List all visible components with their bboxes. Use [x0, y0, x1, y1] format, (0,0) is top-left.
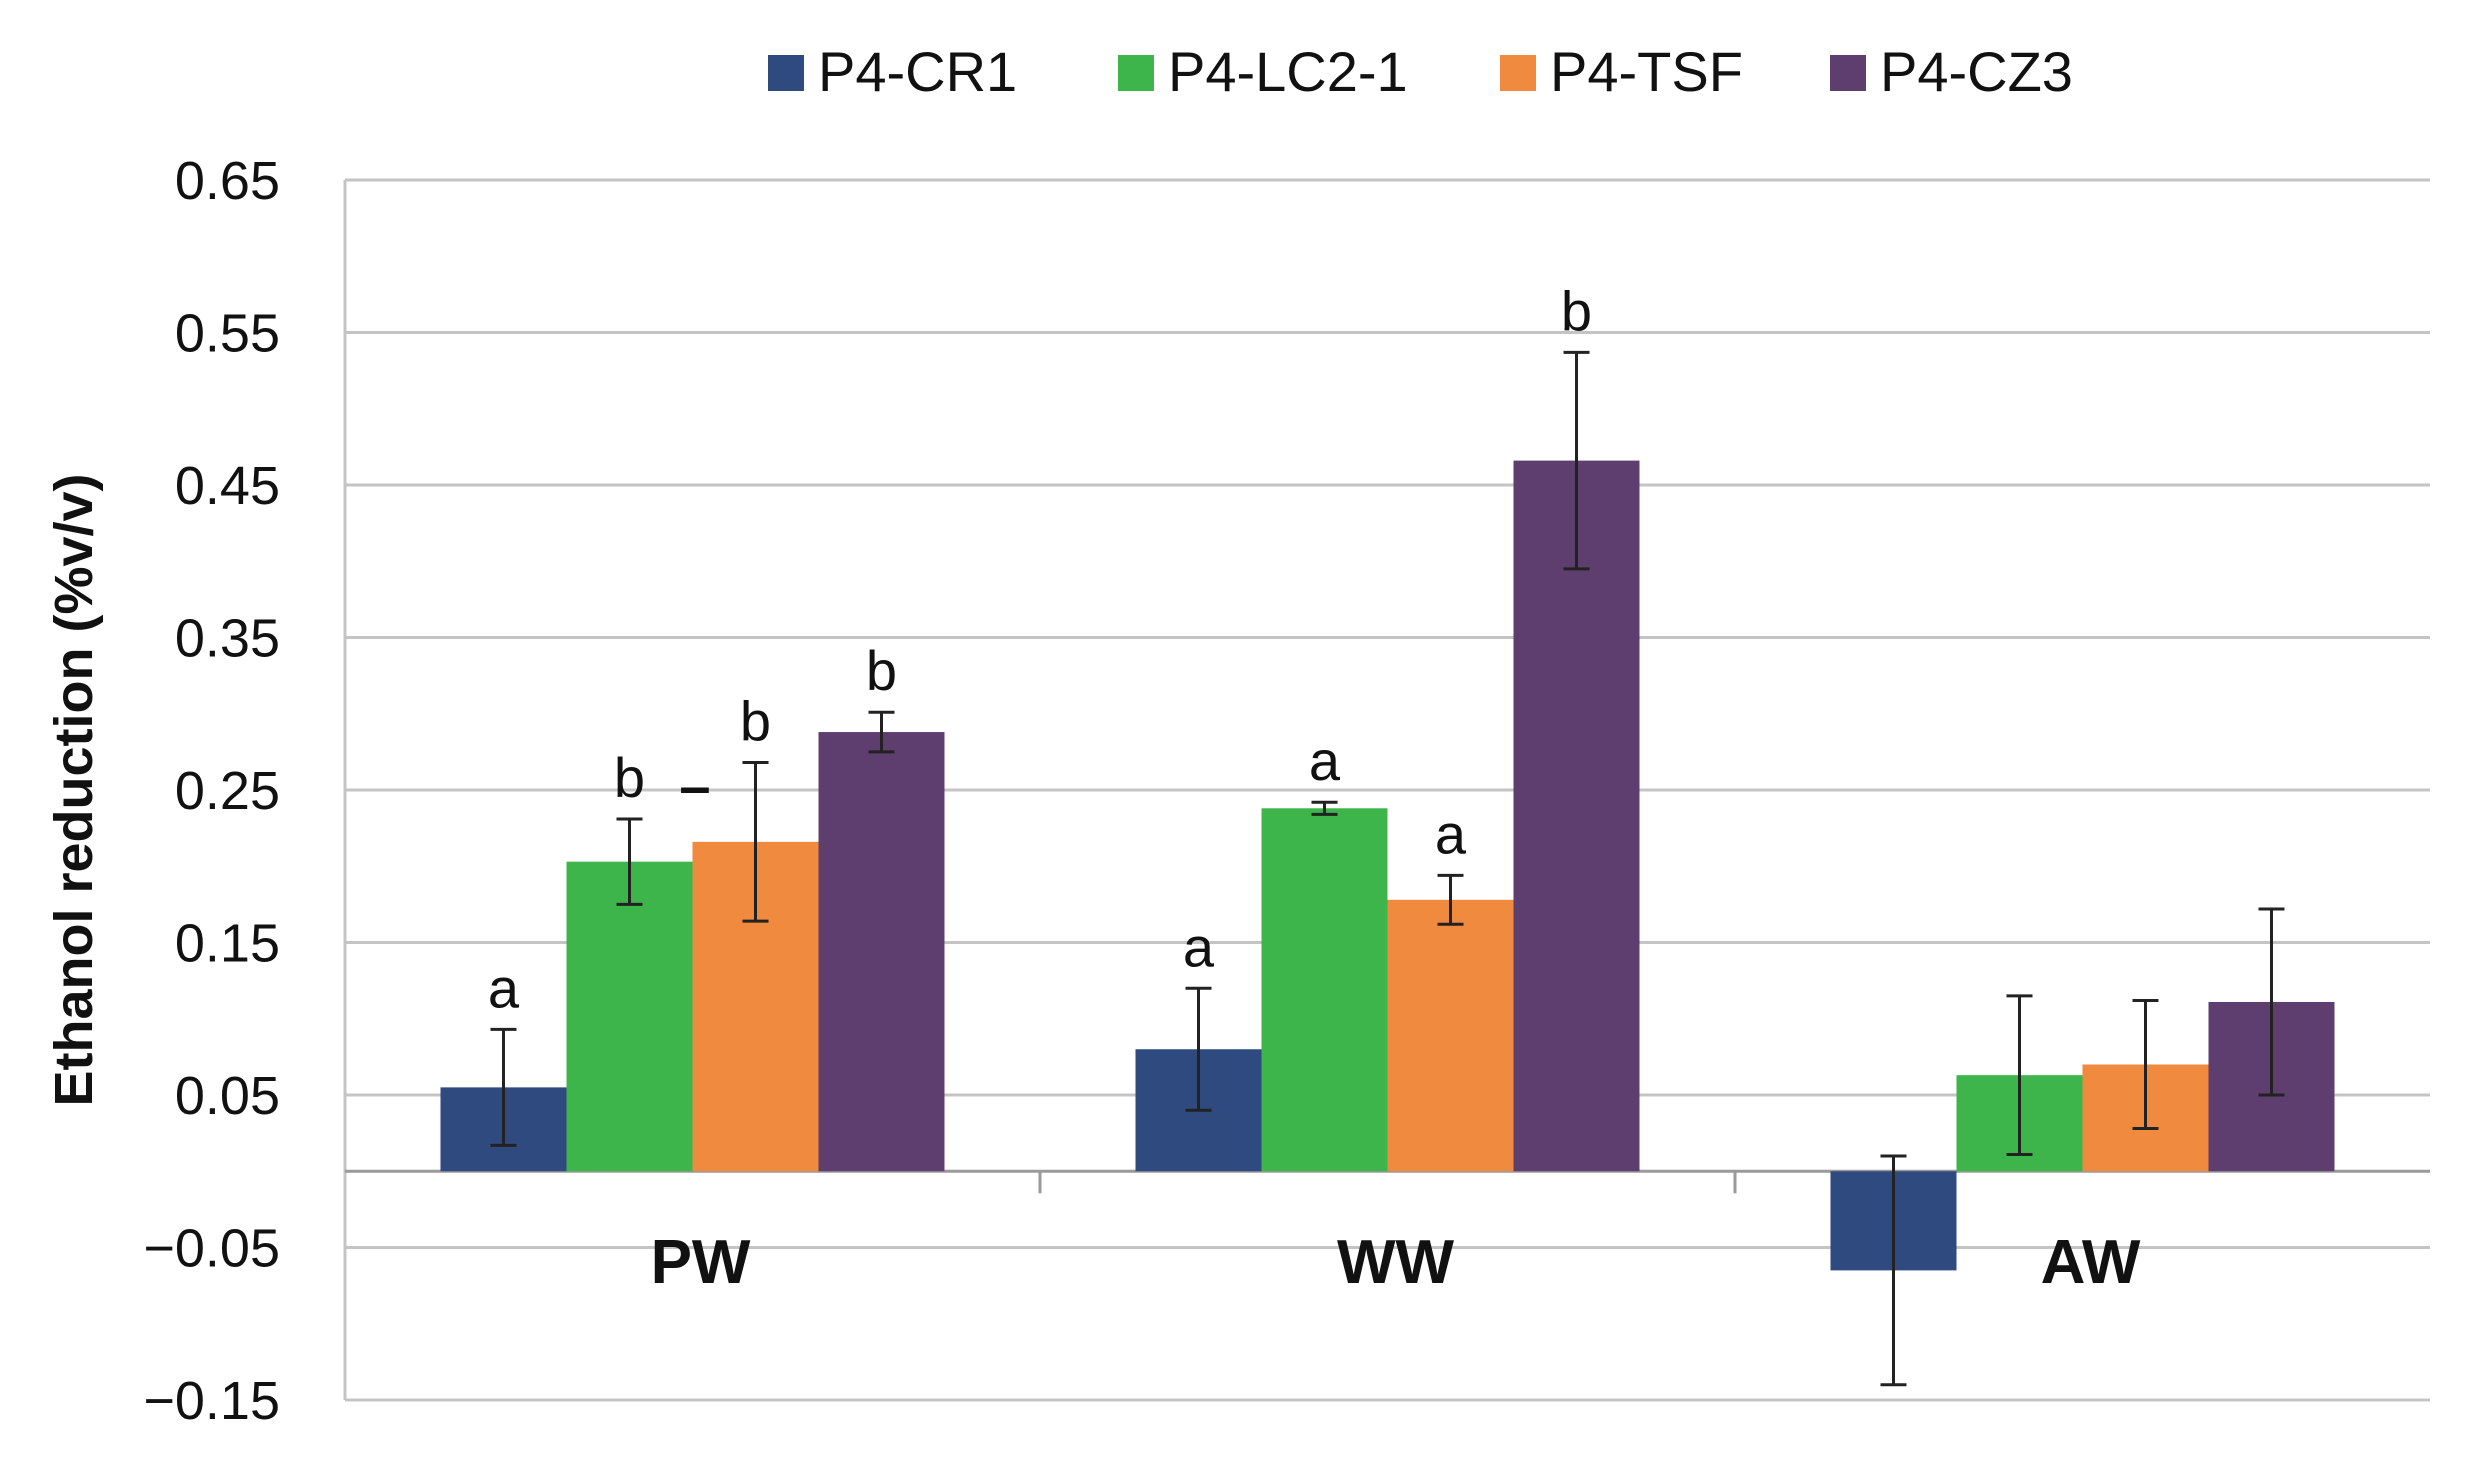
y-tick-label: −0.05 — [143, 1219, 280, 1279]
legend-label-p4-cz3: P4-CZ3 — [1880, 40, 2073, 103]
y-tick-label: 0.05 — [175, 1066, 280, 1126]
significance-letter: a — [488, 956, 520, 1019]
legend-label-p4-cr1: P4-CR1 — [818, 40, 1017, 103]
significance-letter: a — [1309, 729, 1341, 792]
annotation-dash: – — [679, 754, 710, 817]
y-tick-label: 0.25 — [175, 761, 280, 821]
category-label-pw: PW — [651, 1228, 751, 1297]
y-tick-label: 0.45 — [175, 456, 280, 516]
bar-p4-tsf-ww — [1387, 899, 1514, 1172]
significance-letter: b — [866, 639, 897, 702]
legend-swatch-p4-cz3 — [1830, 55, 1866, 91]
significance-letter: b — [740, 690, 771, 753]
y-tick-label: 0.15 — [175, 914, 280, 974]
legend-label-p4-tsf: P4-TSF — [1550, 40, 1743, 103]
significance-letter: b — [1561, 279, 1592, 342]
significance-letter: b — [614, 746, 645, 809]
bar-p4-cz3-pw — [818, 732, 945, 1172]
legend-label-p4-lc2-1: P4-LC2-1 — [1168, 40, 1408, 103]
bar-p4-cz3-ww — [1513, 460, 1640, 1172]
category-label-ww: WW — [1337, 1228, 1455, 1297]
significance-letter: a — [1435, 802, 1467, 865]
y-tick-label: 0.55 — [175, 304, 280, 364]
bar-p4-lc2-1-pw — [566, 861, 693, 1172]
legend-swatch-p4-cr1 — [768, 55, 804, 91]
y-tick-label: −0.15 — [143, 1371, 280, 1431]
y-tick-label: 0.65 — [175, 151, 280, 211]
category-label-aw: AW — [2041, 1228, 2141, 1297]
y-tick-label: 0.35 — [175, 609, 280, 669]
legend-swatch-p4-tsf — [1500, 55, 1536, 91]
bar-p4-lc2-1-ww — [1261, 808, 1388, 1172]
y-axis-title: Ethanol reduction (%v/v) — [44, 473, 104, 1106]
legend-swatch-p4-lc2-1 — [1118, 55, 1154, 91]
significance-letter: a — [1183, 915, 1215, 978]
